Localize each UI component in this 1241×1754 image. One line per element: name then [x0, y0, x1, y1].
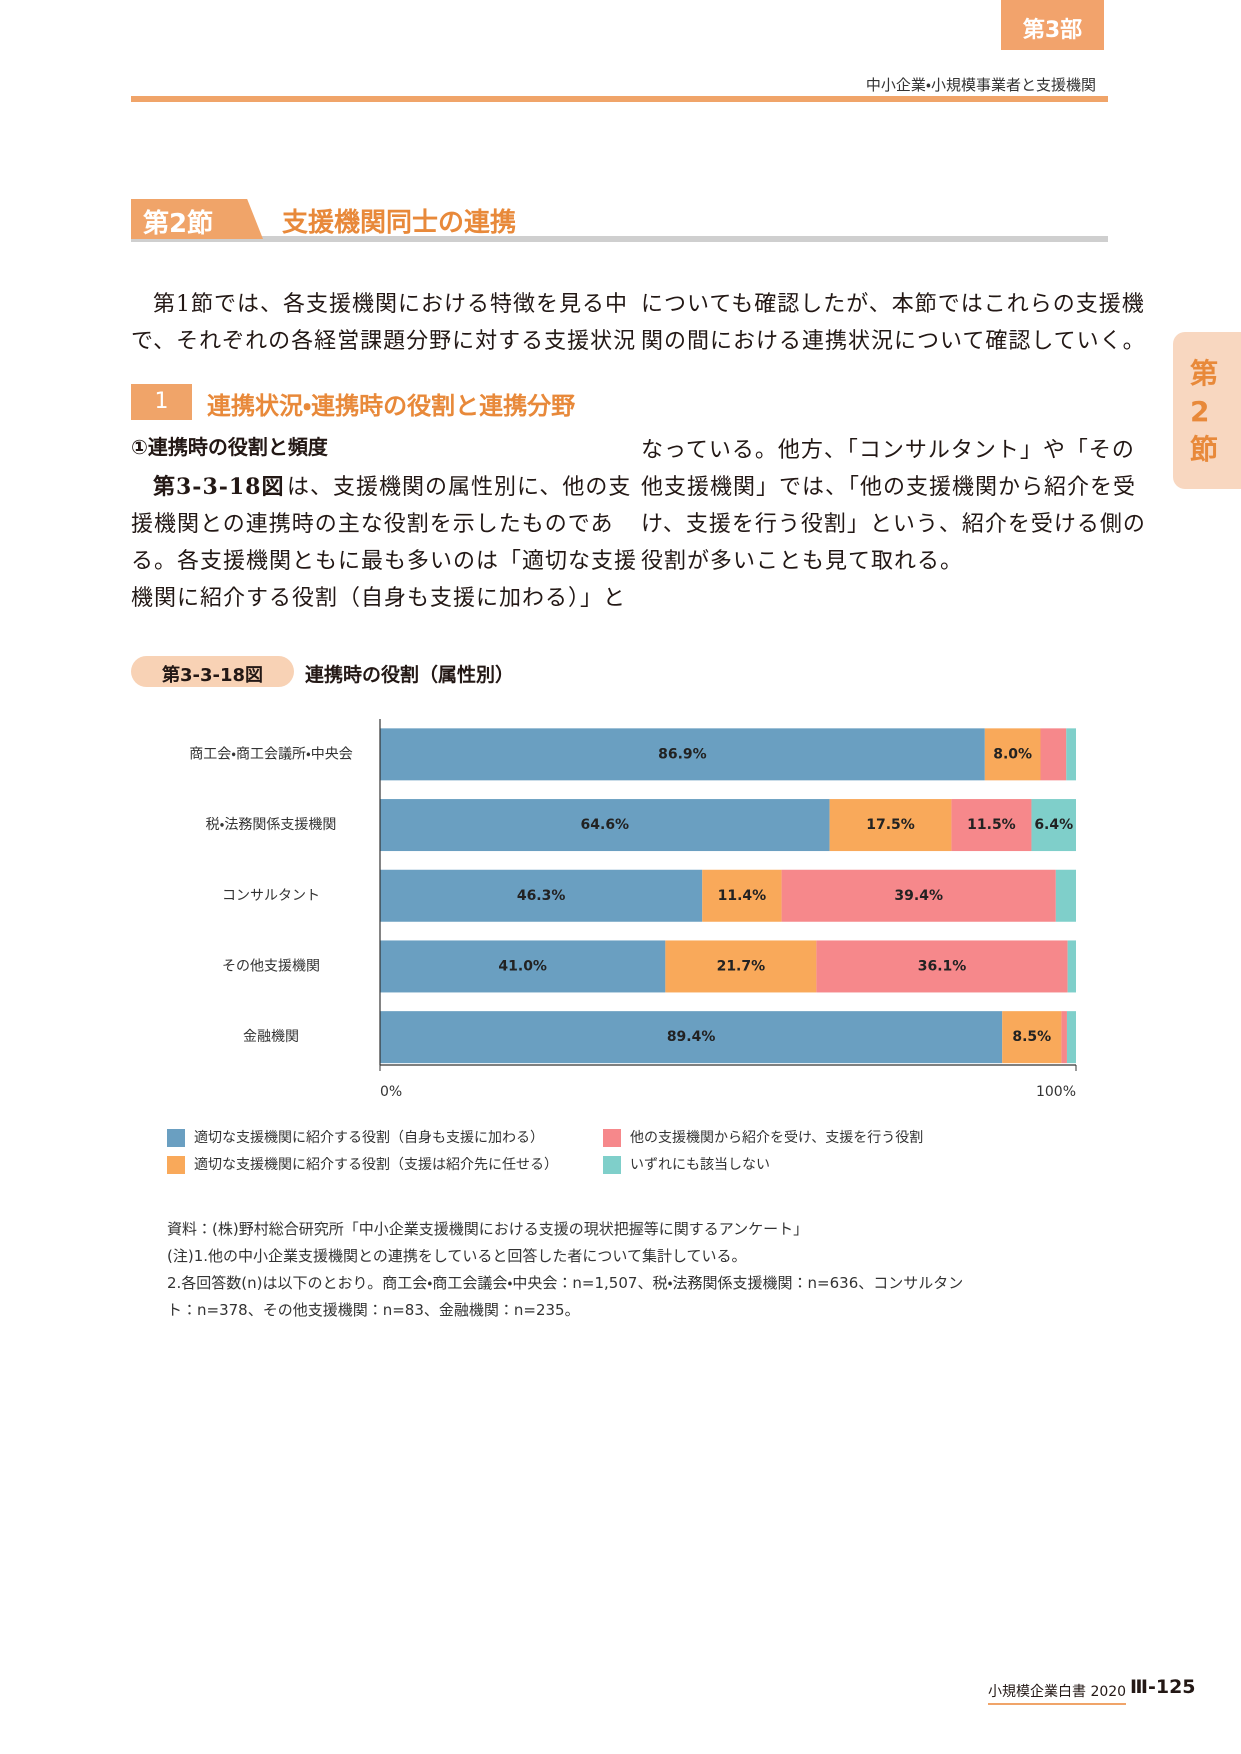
paragraph-line: なっている。他方、「コンサルタント」や「その	[641, 438, 1135, 463]
legend-label: 他の支援機関から紹介を受け、支援を行う役割	[630, 1130, 923, 1146]
section-title: 支援機関同士の連携	[282, 208, 517, 238]
running-title: 中小企業・小規模事業者と支援機関	[865, 76, 1096, 94]
paragraph-line: る。各支援機関ともに最も多いのは「適切な支援	[131, 549, 638, 574]
legend-swatch	[167, 1156, 185, 1174]
paragraph-bold: 第3-3-18図	[153, 474, 285, 500]
subsection-title: 連携状況・連携時の役割と連携分野	[207, 392, 576, 420]
category-label: 税・法務関係支援機関	[206, 817, 337, 833]
section-badge-text: 第2節	[143, 209, 214, 239]
category-label: 金融機関	[243, 1029, 299, 1045]
legend-swatch	[167, 1129, 185, 1147]
bar-segment	[951, 799, 1032, 852]
bar-segment	[702, 869, 782, 922]
value-label: 46.3%	[517, 888, 566, 904]
value-label: 39.4%	[894, 888, 943, 904]
part-tab-text: 第3部	[1022, 18, 1083, 43]
bar-segment	[380, 728, 985, 781]
note-line: 2.各回答数(n)は以下のとおり。商工会・商工会議会・中央会：n=1,507、税…	[167, 1274, 964, 1292]
paragraph-line: で、それぞれの各経営課題分野に対する支援状況	[131, 329, 637, 354]
legend-swatch	[603, 1129, 621, 1147]
value-label: 64.6%	[581, 817, 630, 833]
value-label: 6.4%	[1034, 817, 1073, 833]
bar-segment	[380, 940, 666, 993]
x-tick-label: 0%	[380, 1084, 402, 1100]
footer-page: Ⅲ-125	[1130, 1676, 1196, 1698]
figure-number: 第3-3-18図	[161, 665, 264, 686]
category-label: 商工会・商工会議所・中央会	[189, 745, 353, 762]
value-label: 86.9%	[658, 746, 707, 762]
bar-segment	[816, 940, 1068, 993]
side-tab-text: 第2節	[1190, 357, 1219, 466]
paragraph-line: は、支援機関の属性別に、他の支	[287, 475, 632, 500]
value-label: 41.0%	[498, 958, 547, 974]
paragraph-line: についても確認したが、本節ではこれらの支援機	[641, 292, 1145, 317]
legend-swatch	[603, 1156, 621, 1174]
legend-label: 適切な支援機関に紹介する役割（自身も支援に加わる）	[194, 1130, 544, 1146]
section-band	[131, 236, 1108, 242]
subsection-number: 1	[154, 389, 169, 414]
bar-segment	[380, 799, 830, 852]
bar-segment	[380, 869, 703, 922]
value-label: 21.7%	[717, 958, 766, 974]
x-tick-label: 100%	[1036, 1084, 1076, 1100]
legend-label: 適切な支援機関に紹介する役割（支援は紹介先に任せる）	[194, 1157, 558, 1173]
bar-segment	[829, 799, 952, 852]
bar-segment	[1002, 1011, 1062, 1064]
figure-pill	[131, 656, 294, 687]
bar-segment	[1040, 728, 1067, 781]
paragraph-line: 援機関との連携時の主な役割を示したものであ	[131, 512, 614, 537]
paragraph-line: 関の間における連携状況について確認していく。	[641, 329, 1146, 354]
note-line: (注)1.他の中小企業支援機関との連携をしていると回答した者について集計している…	[167, 1247, 747, 1265]
paragraph-line: 他支援機関」では、「他の支援機関から紹介を受	[641, 475, 1137, 500]
header-rule	[131, 96, 1108, 102]
subsection-heading: ①連携時の役割と頻度	[131, 435, 328, 459]
bar-segment	[984, 728, 1041, 781]
note-line: 資料：(株)野村総合研究所「中小企業支援機関における支援の現状把握等に関するアン…	[167, 1220, 809, 1238]
value-label: 89.4%	[667, 1029, 716, 1045]
footer-book: 小規模企業白書 2020	[988, 1681, 1127, 1705]
subsection-badge	[131, 384, 192, 420]
figure-title: 連携時の役割（属性別）	[305, 664, 515, 686]
bar-segment	[665, 940, 817, 993]
value-label: 8.0%	[993, 746, 1032, 762]
paragraph-line: け、支援を行う役割」という、紹介を受ける側の	[641, 512, 1146, 537]
value-label: 8.5%	[1012, 1029, 1051, 1045]
bar-segment	[781, 869, 1056, 922]
value-label: 36.1%	[918, 958, 967, 974]
value-label: 11.4%	[718, 888, 767, 904]
paragraph-line: 第1節では、各支援機関における特徴を見る中	[153, 292, 628, 317]
bar-segment	[1031, 799, 1076, 852]
value-label: 17.5%	[866, 817, 915, 833]
value-label: 11.5%	[967, 817, 1016, 833]
bar-segment	[1055, 869, 1076, 922]
side-tab	[1173, 332, 1241, 489]
category-label: その他支援機関	[222, 958, 320, 974]
bar-segment	[380, 1011, 1003, 1064]
bar-segment	[1066, 728, 1076, 781]
bar-segment	[1067, 940, 1076, 993]
section-badge	[131, 199, 263, 239]
paragraph-line: 機関に紹介する役割（自身も支援に加わる）」と	[131, 586, 627, 611]
bar-segment	[1066, 1011, 1076, 1064]
bar-segment	[1061, 1011, 1067, 1064]
note-line: ト：n=378、その他支援機関：n=83、金融機関：n=235。	[167, 1301, 580, 1319]
part-tab	[1001, 0, 1104, 50]
paragraph-line: 役割が多いことも見て取れる。	[641, 549, 964, 574]
legend-label: いずれにも該当しない	[630, 1157, 770, 1173]
category-label: コンサルタント	[222, 888, 320, 904]
